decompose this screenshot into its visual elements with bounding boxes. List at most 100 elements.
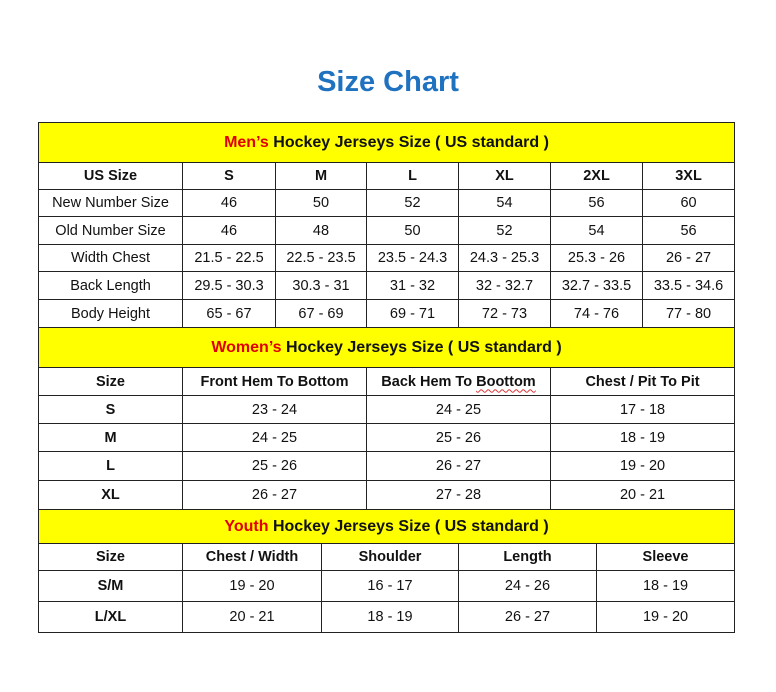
column-header: S xyxy=(182,162,276,190)
table-row: L/XL 20 - 21 18 - 19 26 - 27 19 - 20 xyxy=(38,601,736,633)
table-cell: 24 - 26 xyxy=(458,570,597,602)
table-cell: 18 - 19 xyxy=(595,570,736,602)
table-cell: 52 xyxy=(458,216,551,245)
table-cell: 46 xyxy=(182,189,276,217)
table-cell: 26 - 27 xyxy=(641,244,736,272)
column-header-label: Size xyxy=(95,373,125,390)
column-header: XL xyxy=(458,162,551,190)
column-header-label: Chest / Width xyxy=(205,549,299,565)
column-header-label: Sleeve xyxy=(642,549,689,565)
table-cell: 69 - 71 xyxy=(366,299,459,328)
table-cell: 72 - 73 xyxy=(458,299,551,328)
men-heading: Men’s Hockey Jerseys Size ( US standard … xyxy=(37,122,736,163)
column-header: Chest / Pit To Pit xyxy=(549,367,736,396)
column-header: Length xyxy=(458,543,597,571)
column-header-label: Shoulder xyxy=(358,549,422,565)
column-header: Size xyxy=(38,543,183,571)
table-cell: 56 xyxy=(550,189,643,217)
column-header-row: US Size S M L XL 2XL 3XL xyxy=(38,162,736,190)
table-cell: 25 - 26 xyxy=(366,423,551,452)
table-cell: 46 xyxy=(182,216,276,245)
table-cell: 16 - 17 xyxy=(321,570,459,602)
page-title: Size Chart xyxy=(317,66,459,98)
table-cell: 52 xyxy=(366,189,459,217)
table-cell: 32.7 - 33.5 xyxy=(550,271,643,300)
row-label: Width Chest xyxy=(38,244,183,272)
row-label: New Number Size xyxy=(38,189,183,217)
column-header: Size xyxy=(38,367,183,396)
table-cell: 20 - 21 xyxy=(182,601,322,633)
table-row: New Number Size 46 50 52 54 56 60 xyxy=(38,189,736,217)
women-heading: Women’s Hockey Jerseys Size ( US standar… xyxy=(37,327,736,368)
men-heading-text: Hockey Jerseys Size ( US standard ) xyxy=(268,133,549,151)
table-row: Width Chest 21.5 - 22.5 22.5 - 23.5 23.5 - … xyxy=(38,244,736,272)
table-cell: 60 xyxy=(641,189,736,217)
table-cell: 31 - 32 xyxy=(366,271,459,300)
row-label: L/XL xyxy=(38,601,183,633)
column-header: US Size xyxy=(38,162,183,190)
table-cell: 25.3 - 26 xyxy=(550,244,643,272)
column-header: Chest / Width xyxy=(182,543,322,571)
column-header-label: Length xyxy=(503,549,552,565)
table-cell: 23.5 - 24.3 xyxy=(366,244,459,272)
men-heading-row: Men’s Hockey Jerseys Size ( US standard … xyxy=(37,122,736,163)
table-cell: 18 - 19 xyxy=(321,601,459,633)
table-row: Back Length 29.5 - 30.3 30.3 - 31 31 - 32 32… xyxy=(38,271,736,300)
table-cell: 22.5 - 23.5 xyxy=(275,244,367,272)
table-cell: 33.5 - 34.6 xyxy=(641,271,736,300)
column-header-row: Size Front Hem To Bottom Back Hem To Boott… xyxy=(38,367,736,396)
row-label: S xyxy=(38,395,183,424)
column-header-text: Back Hem To Boottom xyxy=(381,373,536,390)
column-header-label: S xyxy=(224,168,234,184)
column-header: Back Hem To Boottom xyxy=(366,367,551,396)
table-row: L 25 - 26 26 - 27 19 - 20 xyxy=(38,451,736,481)
table-cell: 25 - 26 xyxy=(182,451,367,481)
table-cell: 19 - 20 xyxy=(549,451,736,481)
column-header-row: Size Chest / Width Shoulder Length Sleeve xyxy=(38,543,736,571)
column-header-label: Chest / Pit To Pit xyxy=(585,373,700,390)
column-header-label: Size xyxy=(95,549,125,565)
table-row: XL 26 - 27 27 - 28 20 - 21 xyxy=(38,480,736,510)
row-label: M xyxy=(38,423,183,452)
column-header-label: Back Hem To Boottom xyxy=(381,374,535,390)
column-header-label: XL xyxy=(495,168,514,184)
table-cell: 19 - 20 xyxy=(595,601,736,633)
table-cell: 20 - 21 xyxy=(549,480,736,510)
column-header-label: Front Hem To Bottom xyxy=(200,373,349,390)
row-label: Old Number Size xyxy=(38,216,183,245)
table-cell: 65 - 67 xyxy=(182,299,276,328)
table-cell: 74 - 76 xyxy=(550,299,643,328)
column-header-label: L xyxy=(408,168,417,184)
column-header-label: M xyxy=(314,168,328,184)
table-cell: 29.5 - 30.3 xyxy=(182,271,276,300)
women-heading-accent: Women’s xyxy=(211,338,282,356)
youth-heading-accent: Youth xyxy=(224,517,269,535)
column-header-label: US Size xyxy=(83,168,138,184)
youth-heading: Youth Hockey Jerseys Size ( US standard … xyxy=(37,509,736,544)
table-row: M 24 - 25 25 - 26 18 - 19 xyxy=(38,423,736,452)
misspelled-word: Boottom xyxy=(476,373,536,390)
column-header: M xyxy=(275,162,367,190)
column-header: Sleeve xyxy=(595,543,736,571)
table-cell: 67 - 69 xyxy=(275,299,367,328)
table-cell: 21.5 - 22.5 xyxy=(182,244,276,272)
table-row: Old Number Size 46 48 50 52 54 56 xyxy=(38,216,736,245)
table-cell: 24 - 25 xyxy=(366,395,551,424)
column-header: Shoulder xyxy=(321,543,459,571)
mens-size-table: Men’s Hockey Jerseys Size ( US standard … xyxy=(37,122,736,328)
table-cell: 24 - 25 xyxy=(182,423,367,452)
women-heading-text: Hockey Jerseys Size ( US standard ) xyxy=(281,338,562,356)
table-cell: 50 xyxy=(366,216,459,245)
column-header: Front Hem To Bottom xyxy=(182,367,367,396)
column-header: 2XL xyxy=(550,162,643,190)
table-cell: 17 - 18 xyxy=(549,395,736,424)
table-cell: 77 - 80 xyxy=(641,299,736,328)
youth-heading-text: Hockey Jerseys Size ( US standard ) xyxy=(268,517,549,535)
table-cell: 54 xyxy=(550,216,643,245)
column-header: 3XL xyxy=(641,162,736,190)
table-cell: 26 - 27 xyxy=(366,451,551,481)
table-cell: 18 - 19 xyxy=(549,423,736,452)
row-label: XL xyxy=(38,480,183,510)
youth-size-table: Youth Hockey Jerseys Size ( US standard … xyxy=(37,509,736,633)
table-cell: 26 - 27 xyxy=(182,480,367,510)
